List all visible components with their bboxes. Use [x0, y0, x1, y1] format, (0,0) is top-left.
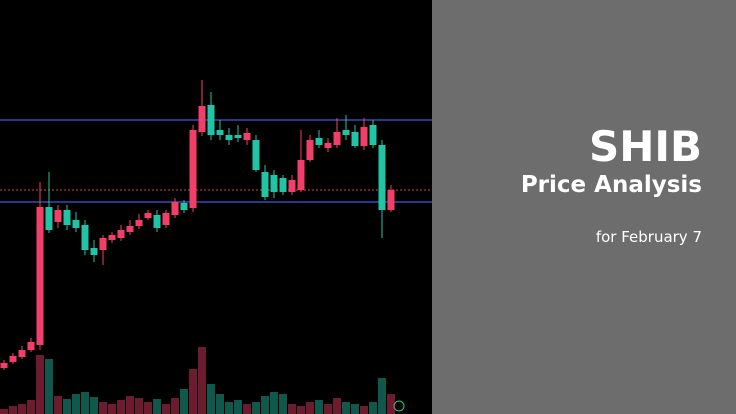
candle-body: [99, 238, 107, 250]
candle-body: [63, 210, 71, 225]
volume-bar: [18, 404, 26, 414]
candle-body: [342, 130, 350, 135]
volume-bar: [261, 396, 269, 414]
volume-bar: [342, 402, 350, 414]
candle-body: [243, 133, 251, 140]
volume-bar: [198, 347, 206, 414]
subtitle: Price Analysis: [520, 172, 702, 198]
candle-body: [288, 180, 296, 192]
candle-body: [387, 190, 395, 210]
volume-bar: [252, 402, 260, 414]
candle-body: [198, 106, 206, 132]
volume-bar: [315, 400, 323, 414]
candle-body: [306, 140, 314, 160]
candle-body: [54, 210, 62, 222]
candle-body: [36, 207, 44, 345]
volume-bar: [234, 400, 242, 414]
candle-body: [81, 225, 89, 250]
volume-bar: [270, 392, 278, 414]
candle-body: [324, 143, 332, 148]
date: for February 7: [595, 228, 702, 246]
candle-body: [360, 127, 368, 146]
volume-bar: [144, 402, 152, 414]
candle-body: [27, 342, 35, 350]
volume-bar: [351, 404, 359, 414]
volume-bar: [324, 404, 332, 414]
volume-bar: [36, 355, 44, 414]
volume-bar: [279, 394, 287, 414]
chart: [0, 0, 432, 414]
candle-body: [153, 215, 161, 228]
candle-body: [126, 226, 134, 232]
volume-bar: [297, 406, 305, 414]
candle-body: [279, 178, 287, 192]
volume-bar: [378, 378, 386, 414]
volume-bar: [288, 404, 296, 414]
candle-body: [90, 248, 98, 255]
candle-body: [189, 130, 197, 208]
candle-body: [117, 230, 125, 238]
volume-bar: [117, 400, 125, 414]
candle-body: [333, 132, 341, 145]
candle-body: [144, 213, 152, 218]
candle-body: [108, 235, 116, 240]
candle-body: [0, 363, 8, 368]
volume-bar: [153, 399, 161, 414]
candle-body: [378, 145, 386, 210]
volume-bar: [243, 404, 251, 414]
volume-bar: [135, 398, 143, 414]
volume-bar: [126, 396, 134, 414]
candle-body: [216, 130, 224, 135]
candle-body: [171, 202, 179, 215]
candle-body: [45, 207, 53, 230]
candle-body: [369, 125, 377, 145]
volume-bar: [45, 359, 53, 414]
candle-body: [261, 172, 269, 197]
volume-bar: [387, 394, 395, 414]
volume-bar: [189, 369, 197, 414]
volume-bar: [360, 406, 368, 414]
candle-body: [351, 132, 359, 146]
chart-background: [0, 0, 432, 414]
volume-bar: [306, 402, 314, 414]
candle-body: [225, 135, 233, 140]
volume-bar: [171, 398, 179, 414]
candle-body: [252, 140, 260, 170]
volume-bar: [27, 400, 35, 414]
volume-bar: [54, 396, 62, 414]
volume-bar: [63, 399, 71, 414]
volume-bar: [162, 404, 170, 414]
volume-bar: [180, 389, 188, 414]
candle-body: [234, 135, 242, 138]
candle-body: [162, 213, 170, 225]
volume-bar: [207, 384, 215, 414]
volume-bar: [108, 404, 116, 414]
candle-body: [297, 160, 305, 190]
candle-body: [180, 203, 188, 210]
volume-bar: [0, 409, 8, 414]
candle-body: [72, 220, 80, 228]
volume-bar: [216, 394, 224, 414]
candle-body: [315, 138, 323, 145]
candle-body: [207, 105, 215, 135]
title: SHIB: [588, 122, 702, 171]
volume-bar: [99, 402, 107, 414]
volume-bar: [9, 406, 17, 414]
candle-body: [270, 175, 278, 192]
candle-body: [18, 350, 26, 357]
volume-bar: [81, 392, 89, 414]
candle-body: [135, 220, 143, 226]
volume-bar: [90, 397, 98, 414]
volume-bar: [369, 402, 377, 414]
icon: [393, 400, 405, 412]
candle-body: [9, 356, 17, 362]
volume-bar: [225, 402, 233, 414]
volume-bar: [72, 394, 80, 414]
volume-bar: [333, 398, 341, 414]
